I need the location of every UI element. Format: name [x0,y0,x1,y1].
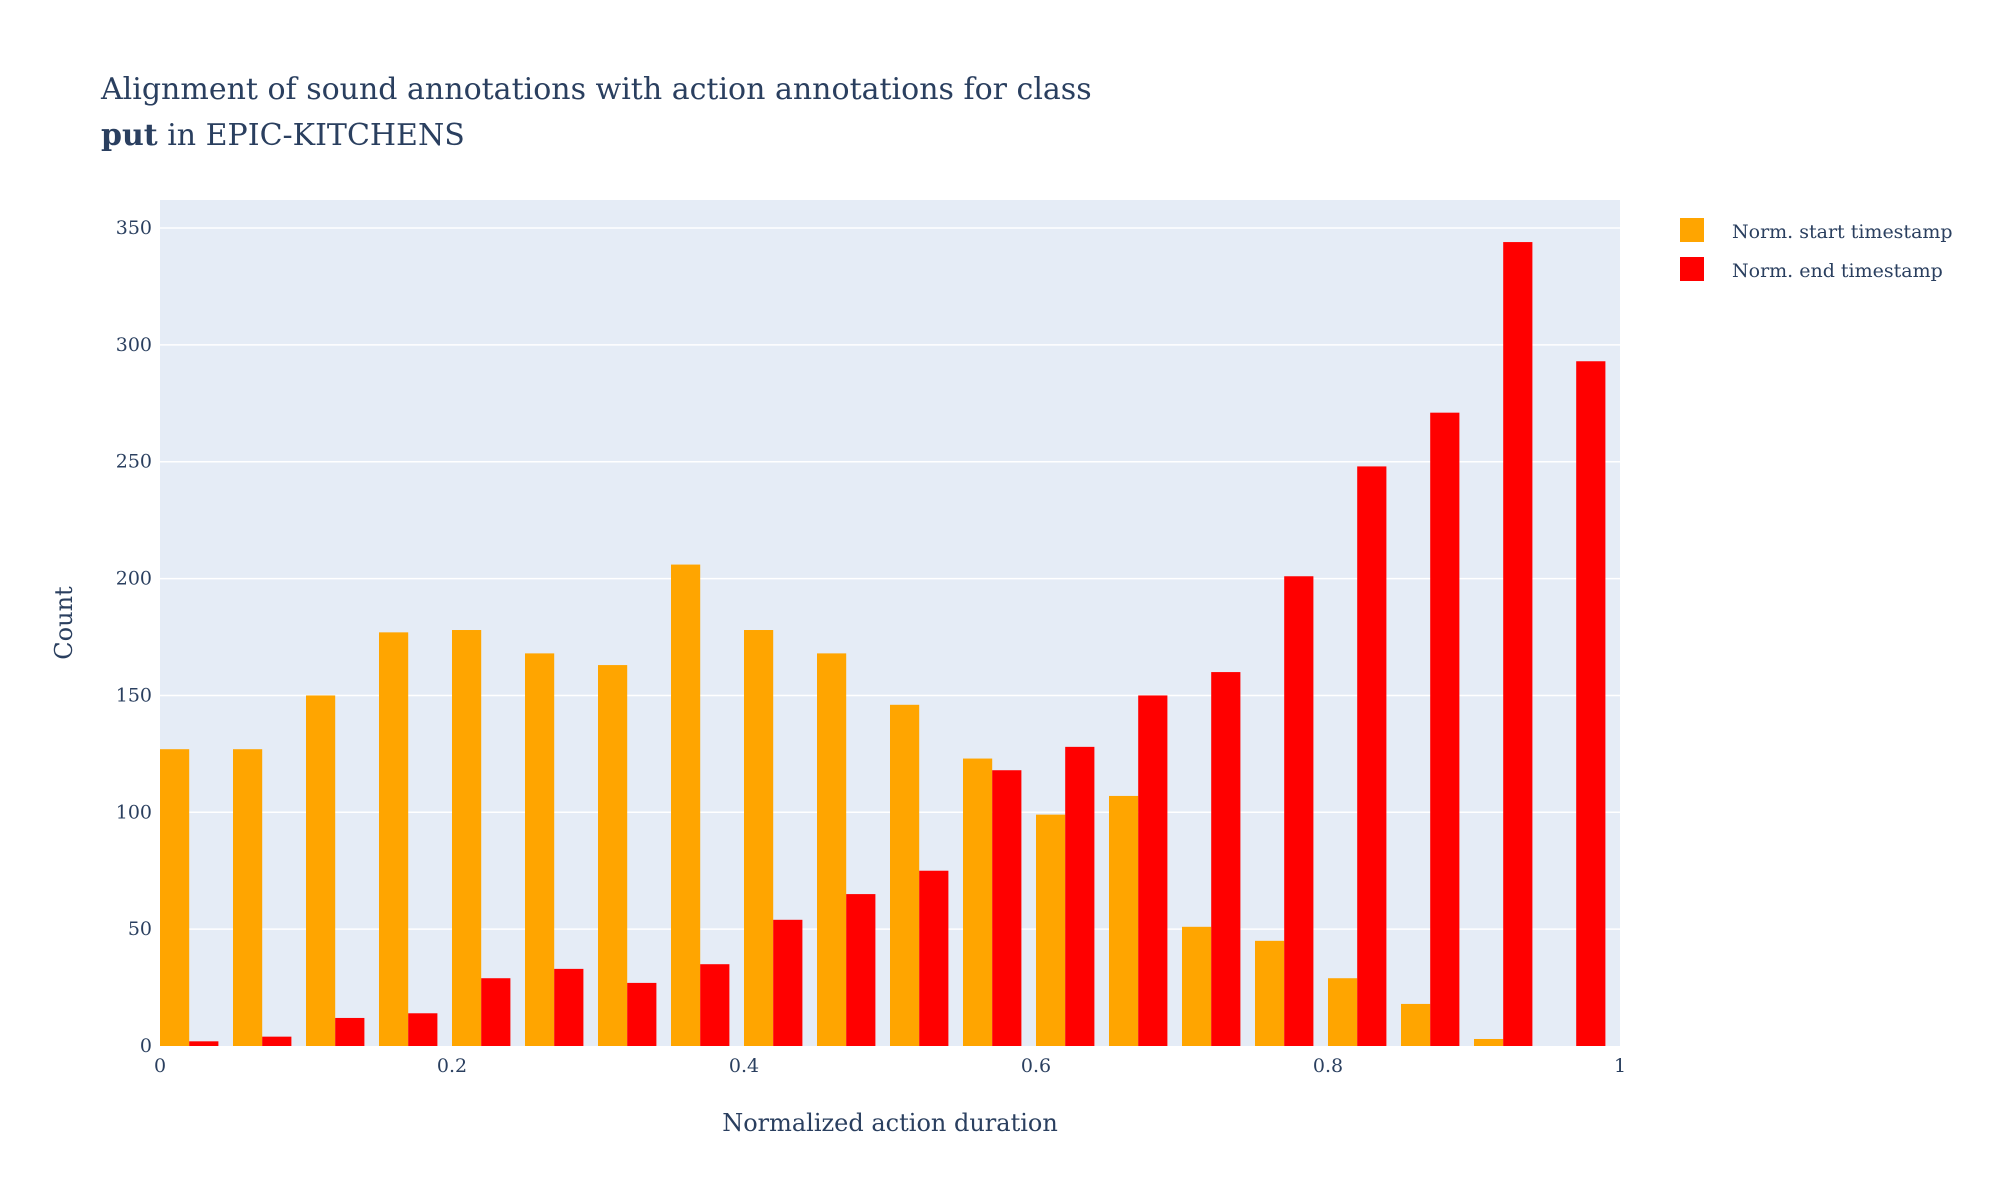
bar[interactable] [481,978,511,1046]
x-tick-label: 0 [154,1055,166,1077]
bar[interactable] [817,653,847,1046]
bar[interactable] [1036,814,1066,1046]
chart-title: Alignment of sound annotations with acti… [100,72,1092,153]
bar[interactable] [890,704,920,1046]
bar[interactable] [627,982,657,1046]
bar[interactable] [919,870,949,1046]
chart-title-class-name: put [101,118,158,153]
y-tick-label: 0 [140,1035,152,1057]
bar[interactable] [554,968,584,1046]
bar[interactable] [189,1041,219,1046]
chart-title-line2: put in EPIC-KITCHENS [101,118,465,153]
bar[interactable] [160,749,190,1046]
bar[interactable] [1430,412,1460,1046]
chart-title-line1: Alignment of sound annotations with acti… [100,72,1092,107]
bar[interactable] [1211,672,1241,1046]
y-tick-label: 250 [116,451,152,473]
bar[interactable] [1474,1038,1504,1046]
y-tick-label: 350 [116,217,152,239]
y-tick-label: 200 [116,568,152,590]
y-tick-label: 300 [116,334,152,356]
bar[interactable] [262,1036,292,1046]
y-axis-title: Count [50,586,78,660]
x-tick-label: 0.6 [1021,1055,1051,1077]
bar[interactable] [452,630,482,1046]
x-tick-label: 0.4 [729,1055,759,1077]
y-tick-label: 100 [116,801,152,823]
series-0-bars [160,564,1504,1046]
bar[interactable] [1401,1003,1431,1046]
bar[interactable] [598,665,628,1046]
legend-swatch [1680,257,1704,281]
bar[interactable] [963,758,993,1046]
bar[interactable] [1065,746,1095,1046]
legend[interactable]: Norm. start timestamp Norm. end timestamp [1680,218,1953,282]
legend-label: Norm. start timestamp [1732,221,1953,243]
series-1-bars [189,242,1606,1047]
bar[interactable] [233,749,263,1046]
legend-item[interactable]: Norm. start timestamp [1680,218,1953,243]
bar[interactable] [1138,695,1168,1046]
x-tick-label: 0.8 [1313,1055,1343,1077]
bar[interactable] [335,1017,365,1046]
y-axis-ticks: 0 50 100 150 200 250 300 350 [116,217,152,1057]
bar[interactable] [1357,466,1387,1046]
y-tick-label: 150 [116,684,152,706]
bar[interactable] [1182,926,1212,1046]
bar[interactable] [1284,576,1314,1046]
x-tick-label: 0.2 [437,1055,467,1077]
x-axis-ticks: 0 0.2 0.4 0.6 0.8 1 [154,1055,1626,1077]
bar[interactable] [525,653,555,1046]
legend-swatch [1680,218,1704,242]
bar[interactable] [773,919,803,1046]
bar[interactable] [1109,795,1139,1046]
chart-title-line2-rest: in EPIC-KITCHENS [158,118,465,153]
bar[interactable] [671,564,701,1046]
legend-label: Norm. end timestamp [1732,260,1943,282]
x-tick-label: 1 [1614,1055,1626,1077]
x-axis-title: Normalized action duration [722,1109,1058,1137]
bar[interactable] [700,964,730,1046]
bar[interactable] [379,632,409,1046]
bar[interactable] [744,630,774,1046]
bar[interactable] [1576,361,1606,1046]
bar[interactable] [992,770,1022,1046]
bar[interactable] [1255,940,1285,1046]
bar[interactable] [306,695,336,1046]
bar[interactable] [1328,978,1358,1046]
bar[interactable] [1503,242,1533,1047]
bar[interactable] [408,1013,438,1046]
y-tick-label: 50 [128,918,152,940]
bar[interactable] [846,894,876,1046]
bars [160,242,1606,1047]
legend-item[interactable]: Norm. end timestamp [1680,257,1943,282]
